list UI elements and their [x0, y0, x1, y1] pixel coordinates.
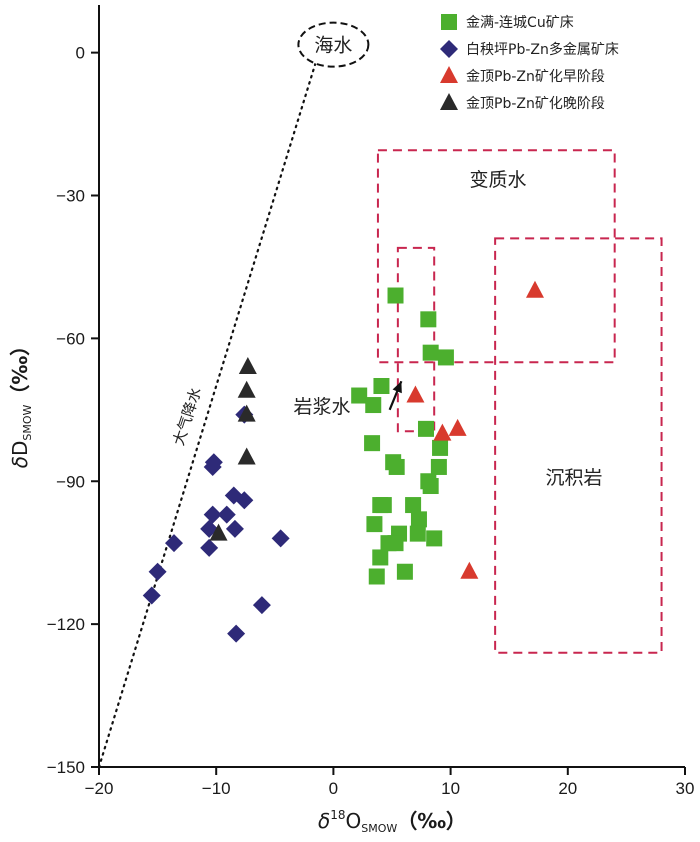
legend-marker-1: [440, 40, 458, 58]
legend-label-1: 白秧坪Pb-Zn多金属矿床: [466, 41, 619, 58]
point-0-19: [366, 516, 383, 533]
point-1-8: [225, 519, 244, 538]
point-0-17: [405, 497, 422, 514]
legend: 金满-连城Cu矿床白秧坪Pb-Zn多金属矿床金顶Pb-Zn矿化早阶段金顶Pb-Z…: [440, 14, 619, 112]
legend-label-2: 金顶Pb-Zn矿化早阶段: [466, 69, 605, 85]
legend-label-3: 金顶Pb-Zn矿化晚阶段: [466, 96, 605, 112]
series-3: [209, 356, 257, 541]
point-0-12: [430, 458, 447, 475]
points-layer: [142, 280, 544, 643]
point-0-1: [420, 311, 437, 328]
point-0-11: [432, 439, 449, 456]
meteoric-water-line: [97, 51, 320, 769]
magmatic-arrow-head: [392, 381, 402, 394]
legend-label-0: 金满-连城Cu矿床: [466, 15, 574, 31]
x-tick-label-2: 0: [329, 779, 338, 798]
x-axis-title: δ18OSMOW（‰）: [318, 808, 466, 835]
point-0-24: [426, 530, 443, 547]
point-1-14: [252, 596, 271, 615]
legend-marker-0: [441, 14, 457, 30]
seawater-ellipse: [297, 21, 370, 68]
point-0-2: [422, 344, 439, 361]
point-0-8: [417, 420, 434, 437]
point-0-16: [375, 497, 392, 514]
point-1-11: [271, 529, 290, 548]
point-3-3: [237, 447, 256, 465]
region-box-2: [494, 237, 663, 654]
legend-marker-2: [440, 66, 458, 83]
y-tick-label-5: −150: [47, 758, 85, 777]
point-0-18: [410, 511, 427, 528]
x-axis-title-main: O: [345, 809, 361, 833]
y-tick-label-3: −90: [56, 472, 85, 491]
y-tick-label-1: −30: [56, 187, 85, 206]
point-1-6: [217, 505, 236, 524]
axes-layer: −20 −10 0 10 20 30 0 −30 −60 −90 −120 −150: [47, 5, 695, 798]
point-0-10: [388, 458, 405, 475]
x-tick-label-4: 20: [558, 779, 577, 798]
point-2-0: [525, 280, 544, 298]
point-0-22: [380, 535, 397, 552]
point-3-2: [237, 404, 256, 422]
y-tick-label-2: −60: [56, 329, 85, 348]
point-1-4: [235, 491, 254, 510]
y-tick-label-0: 0: [76, 44, 85, 63]
y-axis-title-unit: （‰）: [8, 336, 32, 405]
point-1-13: [142, 586, 161, 605]
point-1-2: [203, 457, 222, 476]
x-axis-title-prefix: δ: [318, 809, 330, 833]
y-tick-label-4: −120: [47, 615, 85, 634]
region-label-0: 变质水: [469, 169, 526, 191]
point-2-4: [460, 561, 479, 579]
seawater-label: 海水: [314, 35, 352, 57]
point-0-27: [396, 563, 413, 580]
point-1-10: [200, 538, 219, 557]
point-1-5: [203, 505, 222, 524]
x-axis-title-sub: SMOW: [361, 822, 397, 835]
point-0-0: [387, 287, 404, 304]
x-axis-title-unit: （‰）: [397, 809, 466, 833]
point-1-15: [227, 624, 246, 643]
y-axis-title-prefix: δ: [8, 456, 32, 468]
legend-marker-3: [440, 93, 458, 110]
region-box-1: [396, 246, 436, 433]
y-axis-title-main: D: [8, 441, 32, 456]
point-2-3: [448, 418, 467, 436]
point-0-26: [368, 568, 385, 585]
x-tick-label-1: −10: [202, 779, 231, 798]
point-0-25: [372, 549, 389, 566]
series-1: [142, 405, 290, 643]
point-1-9: [165, 534, 184, 553]
series-0: [351, 287, 454, 585]
point-0-14: [422, 478, 439, 495]
point-0-4: [351, 387, 368, 404]
point-0-3: [437, 349, 454, 366]
point-2-1: [406, 385, 425, 403]
x-tick-label-3: 10: [441, 779, 460, 798]
point-3-0: [238, 356, 257, 374]
point-0-6: [365, 397, 382, 414]
region-label-1: 岩浆水: [293, 396, 350, 418]
point-3-1: [237, 380, 256, 398]
x-axis-title-sup: 18: [330, 808, 345, 822]
x-tick-label-0: −20: [85, 779, 114, 798]
point-0-23: [409, 525, 426, 542]
region-label-2: 沉积岩: [545, 467, 602, 489]
y-axis-title-sub: SMOW: [21, 404, 34, 440]
point-0-5: [373, 378, 390, 394]
point-0-7: [364, 435, 381, 452]
series-2: [406, 280, 544, 579]
point-3-4: [209, 523, 228, 541]
y-axis-title: δDSMOW（‰）: [8, 336, 34, 468]
point-2-2: [433, 423, 452, 441]
point-1-12: [148, 562, 167, 581]
x-tick-label-5: 30: [676, 779, 695, 798]
